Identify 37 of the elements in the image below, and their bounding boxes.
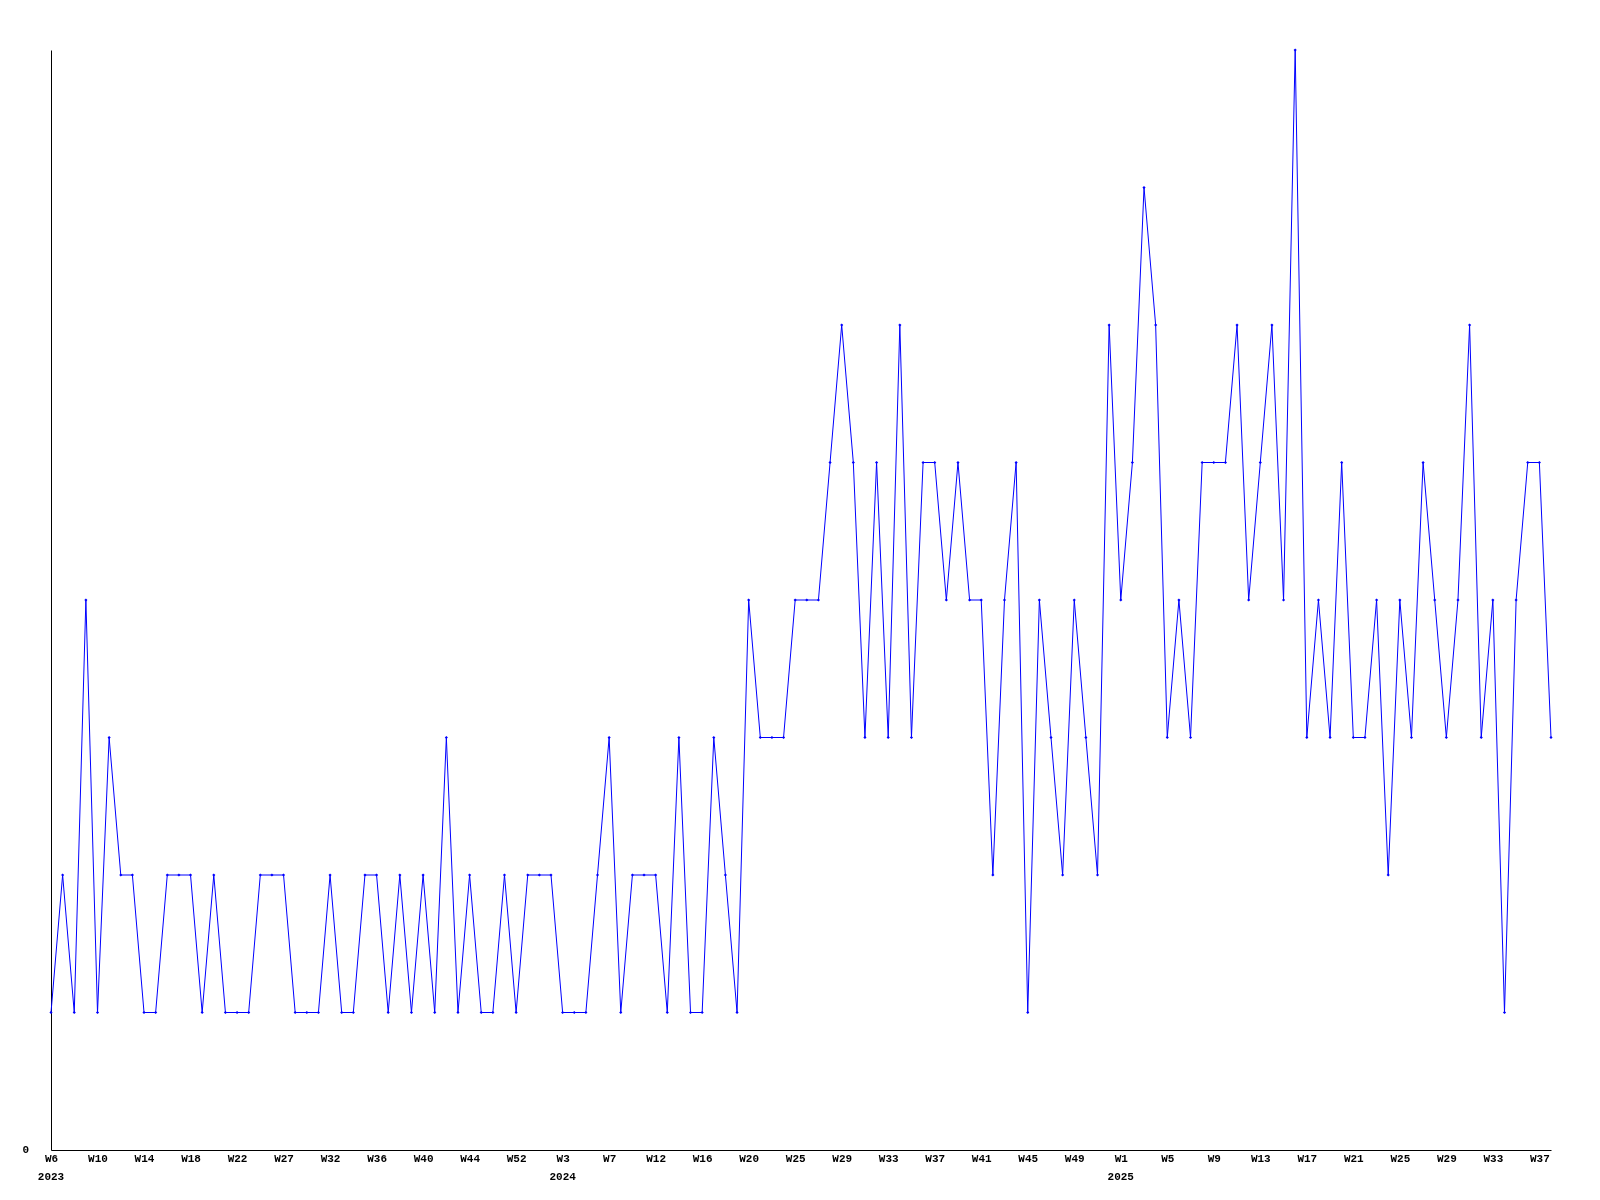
x-tick-label: W6: [44, 1152, 59, 1165]
x-tick-label: W10: [88, 1152, 108, 1165]
x-tick-label: W13: [1250, 1152, 1272, 1165]
x-tick-label: W18: [181, 1152, 202, 1165]
x-tick-label: W49: [1064, 1152, 1085, 1165]
x-tick-label: W25: [785, 1152, 806, 1165]
x-tick-label: W21: [1343, 1152, 1365, 1165]
x-tick-label: W3: [556, 1152, 571, 1165]
x-tick-label: W7: [603, 1152, 617, 1165]
x-tick-label: W29: [1436, 1152, 1457, 1165]
x-tick-label: W5: [1161, 1152, 1175, 1165]
x-tick-label: W33: [1483, 1152, 1504, 1165]
text: 2024: [549, 1171, 577, 1183]
x-tick-label: W1: [1114, 1152, 1129, 1165]
x-tick-label: W25: [1390, 1152, 1411, 1165]
x-tick-label: W20: [739, 1152, 760, 1165]
x-tick-label: W16: [692, 1152, 713, 1165]
x-tick-label: W44: [460, 1152, 481, 1165]
x-tick-label: W33: [878, 1152, 900, 1165]
text: 0: [22, 1144, 29, 1156]
x-tick-label: W17: [1297, 1152, 1318, 1165]
x-tick-label: W12: [646, 1152, 667, 1165]
x-tick-label: W36: [367, 1152, 387, 1165]
x-tick-label: W27: [274, 1152, 294, 1165]
x-tick-label: W40: [413, 1152, 434, 1165]
x-tick-label: W29: [832, 1152, 853, 1165]
x-tick-label: W45: [1018, 1152, 1039, 1165]
text: 2025: [1107, 1171, 1135, 1183]
x-tick-label: W37: [925, 1152, 946, 1165]
x-tick-label: W41: [971, 1152, 993, 1165]
text: 2023: [37, 1171, 65, 1183]
x-tick-label: W52: [506, 1152, 527, 1165]
x-tick-label: W37: [1529, 1152, 1550, 1165]
x-tick-label: W32: [320, 1152, 341, 1165]
x-tick-label: W14: [134, 1152, 155, 1165]
x-tick-label: W9: [1207, 1152, 1221, 1165]
x-tick-label: W22: [227, 1152, 248, 1165]
